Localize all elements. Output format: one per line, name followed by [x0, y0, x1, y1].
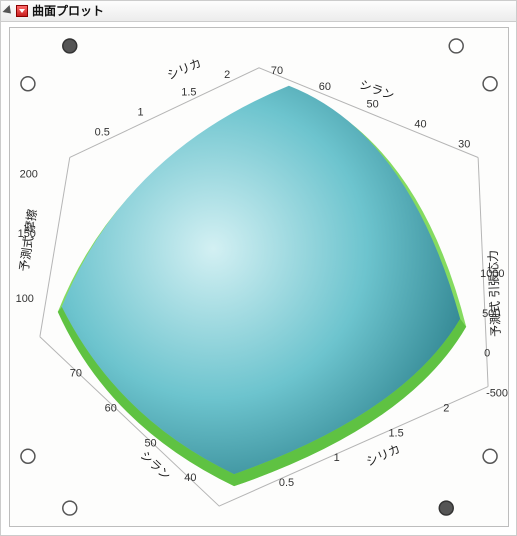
- tick-label: 100: [16, 293, 34, 305]
- tick-label: -500: [486, 388, 508, 400]
- axis-label: 予測式 摩擦: [16, 208, 40, 273]
- tick-label: 200: [20, 168, 38, 180]
- rotate-handle-r2[interactable]: [483, 449, 497, 463]
- tick-label: 60: [319, 81, 331, 93]
- axis-label: シリカ: [364, 442, 402, 469]
- disclosure-triangle-icon[interactable]: [2, 5, 14, 17]
- panel-title: 曲面プロット: [32, 1, 104, 21]
- rotate-handle-tl[interactable]: [63, 39, 77, 53]
- tick-label: 1.5: [181, 87, 196, 99]
- plot-area[interactable]: 0.5 1 1.5 2 シリカ 70 60 50 40 30 シラン 200 1…: [9, 27, 509, 527]
- rotate-handle-tr[interactable]: [449, 39, 463, 53]
- tick-label: 70: [271, 65, 283, 77]
- tick-label: 0.5: [279, 477, 294, 489]
- tick-label: 0.5: [95, 127, 110, 139]
- tick-label: 2: [443, 402, 449, 414]
- tick-label: 1: [334, 452, 340, 464]
- tick-label: 70: [70, 368, 82, 380]
- tick-label: 30: [458, 139, 470, 151]
- axis-label: シリカ: [165, 56, 203, 83]
- surface-plot-panel: 曲面プロット: [0, 0, 517, 536]
- tick-label: 50: [144, 437, 156, 449]
- tick-label: 40: [414, 119, 426, 131]
- axis-label: 予測式 引張応力: [486, 250, 503, 337]
- tick-label: 1.5: [388, 427, 403, 439]
- report-menu-icon[interactable]: [16, 5, 28, 17]
- rotate-handle-br[interactable]: [439, 501, 453, 515]
- rotate-handle-ml[interactable]: [21, 77, 35, 91]
- axis-left: 200 150 100 予測式 摩擦: [16, 168, 40, 304]
- tick-label: 2: [224, 69, 230, 81]
- tick-label: 1: [137, 107, 143, 119]
- axis-label: シラン: [137, 448, 173, 483]
- tick-label: 60: [105, 402, 117, 414]
- rotate-handle-bl[interactable]: [63, 501, 77, 515]
- axis-back-top-left: 0.5 1 1.5 2 シリカ: [95, 56, 231, 139]
- tick-label: 40: [184, 472, 196, 484]
- rotate-handle-mr[interactable]: [483, 77, 497, 91]
- tick-label: 50: [367, 99, 379, 111]
- axis-right: 1000 500 0 -500 予測式 引張応力: [480, 250, 508, 400]
- tick-label: 0: [484, 348, 490, 360]
- panel-titlebar: 曲面プロット: [1, 1, 516, 22]
- rotate-handle-l2[interactable]: [21, 449, 35, 463]
- surface-plot-svg[interactable]: 0.5 1 1.5 2 シリカ 70 60 50 40 30 シラン 200 1…: [10, 28, 508, 526]
- surface-body: [62, 86, 460, 474]
